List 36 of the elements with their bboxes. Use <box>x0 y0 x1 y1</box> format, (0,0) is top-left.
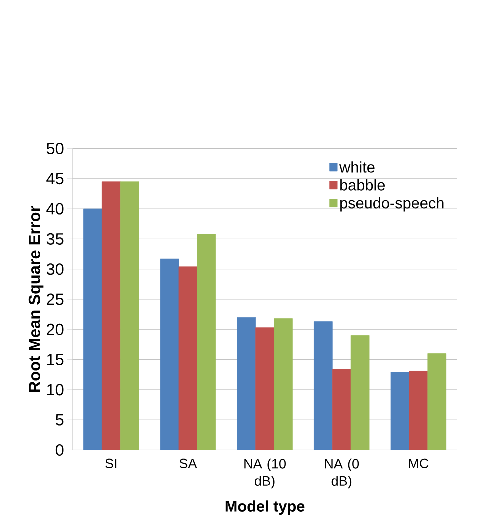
bar <box>274 318 293 450</box>
x-tick-label: NA (0 dB) <box>325 458 359 489</box>
bar <box>120 182 140 450</box>
x-tick-label: NA (10 dB) <box>244 458 286 489</box>
y-tick-label: 5 <box>56 414 64 426</box>
x-tick-label: MC <box>409 458 429 468</box>
y-tick-label: 40 <box>46 203 64 215</box>
bar <box>350 335 370 450</box>
y-axis-title: Root Mean Square Error <box>28 206 44 392</box>
y-tick-label: 30 <box>46 264 64 276</box>
x-axis-title: Model type <box>226 500 304 515</box>
bar <box>160 258 179 450</box>
bar <box>390 372 410 450</box>
bar <box>83 208 102 450</box>
bar <box>102 182 121 450</box>
y-tick-label: 35 <box>46 233 64 245</box>
bar <box>332 369 352 450</box>
bar <box>255 328 274 450</box>
y-tick-label: 0 <box>56 444 64 456</box>
bar <box>314 322 333 450</box>
x-tick-label: SA <box>180 458 198 468</box>
y-tick-label: 20 <box>46 324 64 336</box>
legend-label: pseudo-speech <box>340 197 444 212</box>
y-tick-label: 15 <box>47 354 64 366</box>
bar <box>197 234 216 450</box>
bar <box>428 354 446 450</box>
x-tick-label: SI <box>105 458 116 468</box>
bar <box>409 371 428 450</box>
y-tick-label: 25 <box>46 294 64 306</box>
legend-label: babble <box>340 180 385 191</box>
y-tick-label: 10 <box>47 384 64 396</box>
y-tick-label: 50 <box>46 142 64 155</box>
bar <box>178 266 198 450</box>
bar <box>236 317 256 450</box>
legend-label: white <box>339 162 375 173</box>
y-tick-label: 45 <box>46 173 64 185</box>
